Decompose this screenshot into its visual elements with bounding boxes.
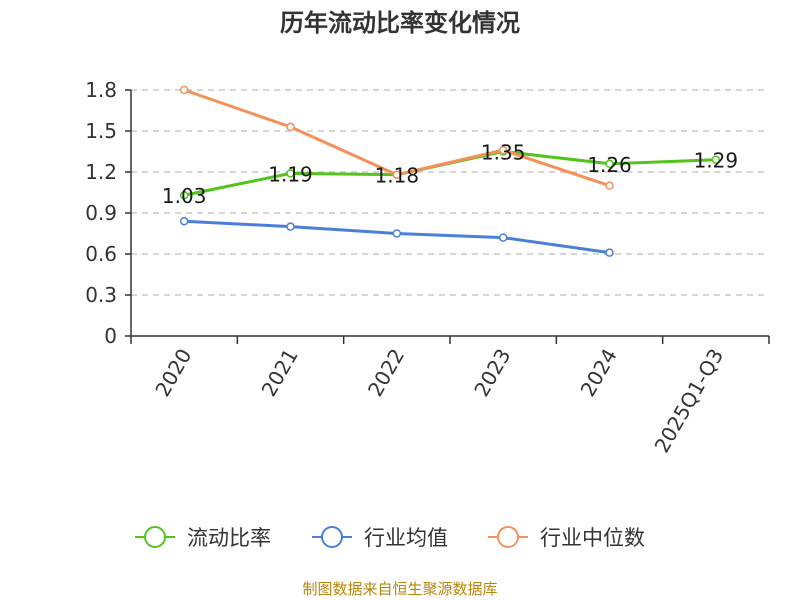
data-label: 1.19 <box>268 162 313 186</box>
x-tick-label: 2024 <box>576 345 622 401</box>
legend-label: 行业中位数 <box>540 526 645 550</box>
x-tick-label: 2025Q1-Q3 <box>649 345 728 457</box>
data-source-footer: 制图数据来自恒生聚源数据库 <box>302 580 498 598</box>
y-tick-label: 0.9 <box>85 201 117 225</box>
y-tick-label: 0.6 <box>85 242 117 266</box>
legend-marker <box>497 526 519 548</box>
x-tick-label: 2022 <box>363 345 409 401</box>
x-tick-label: 2021 <box>257 345 303 401</box>
legend-marker <box>321 526 343 548</box>
data-point <box>392 170 402 179</box>
data-label: 1.26 <box>587 153 632 177</box>
y-tick-label: 1.2 <box>85 160 117 184</box>
legend-item-2: 行业均值 <box>312 526 448 550</box>
x-tick-label: 2020 <box>150 345 196 401</box>
data-point <box>179 85 189 95</box>
data-label: 1.03 <box>162 184 207 208</box>
data-point <box>498 145 508 155</box>
y-tick-label: 1.5 <box>85 119 117 143</box>
data-point <box>286 222 295 231</box>
legend-item-3: 行业中位数 <box>488 526 645 550</box>
chart-title: 历年流动比率变化情况 <box>280 9 520 37</box>
y-tick-label: 0 <box>104 324 117 348</box>
series-line-1 <box>183 150 716 197</box>
data-label: 1.18 <box>375 164 420 188</box>
data-point <box>605 159 614 169</box>
data-label: 1.29 <box>694 149 739 173</box>
legend-label: 流动比率 <box>187 526 271 550</box>
x-tick-label: 2023 <box>469 344 515 400</box>
data-point <box>179 190 189 200</box>
data-point <box>179 216 189 226</box>
legend-label: 行业均值 <box>364 526 448 550</box>
legend-marker <box>144 526 166 548</box>
data-point <box>498 233 508 242</box>
data-point <box>286 122 295 132</box>
legend-item-1: 流动比率 <box>135 526 271 550</box>
data-point <box>286 169 295 178</box>
y-tick-label: 1.8 <box>85 78 117 102</box>
data-label: 1.35 <box>481 141 526 165</box>
data-point <box>605 248 614 257</box>
data-point <box>711 155 721 164</box>
data-point <box>605 181 614 190</box>
y-tick-label: 0.3 <box>85 283 117 307</box>
data-point <box>392 229 402 238</box>
